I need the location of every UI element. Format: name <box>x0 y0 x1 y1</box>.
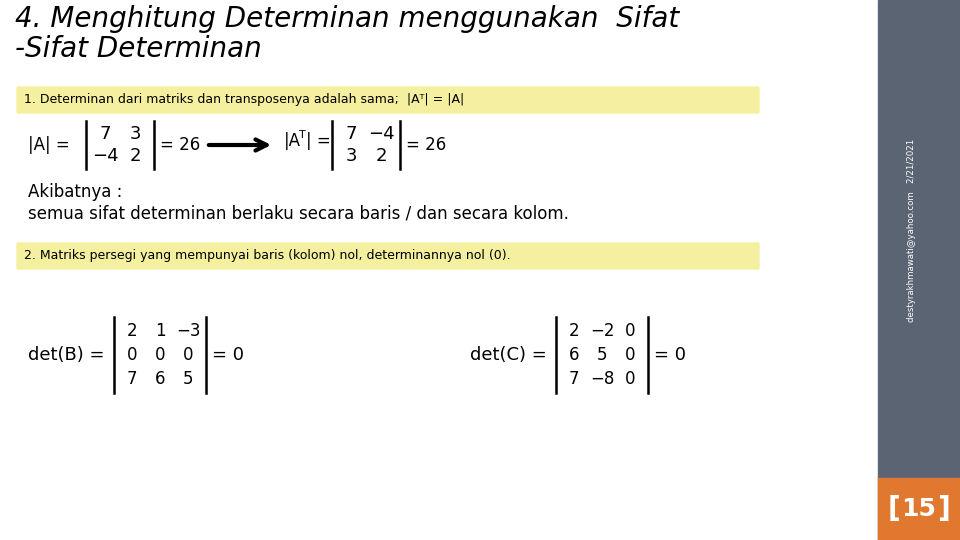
Bar <box>878 478 960 540</box>
Text: det(B) =: det(B) = <box>28 346 105 364</box>
Text: −2: −2 <box>589 322 614 340</box>
Text: 7: 7 <box>346 125 357 143</box>
Text: T: T <box>299 130 305 140</box>
Text: semua sifat determinan berlaku secara baris / dan secara kolom.: semua sifat determinan berlaku secara ba… <box>28 205 569 223</box>
Text: 0: 0 <box>625 346 636 364</box>
FancyBboxPatch shape <box>17 87 759 113</box>
Text: |A| =: |A| = <box>28 136 70 154</box>
Text: 2: 2 <box>568 322 579 340</box>
Text: −4: −4 <box>92 147 118 165</box>
Text: 3: 3 <box>346 147 357 165</box>
Text: 5: 5 <box>182 370 193 388</box>
Text: 0: 0 <box>127 346 137 364</box>
Text: Akibatnya :: Akibatnya : <box>28 183 122 201</box>
Text: 6: 6 <box>155 370 165 388</box>
Text: 7: 7 <box>127 370 137 388</box>
Text: 3: 3 <box>130 125 141 143</box>
Text: −3: −3 <box>176 322 201 340</box>
Text: det(C) =: det(C) = <box>470 346 547 364</box>
Text: = 26: = 26 <box>160 136 201 154</box>
Text: [: [ <box>888 495 900 523</box>
Text: 2. Matriks persegi yang mempunyai baris (kolom) nol, determinannya nol (0).: 2. Matriks persegi yang mempunyai baris … <box>24 249 511 262</box>
Text: 4. Menghitung Determinan menggunakan  Sifat: 4. Menghitung Determinan menggunakan Sif… <box>15 5 680 33</box>
Text: −4: −4 <box>368 125 395 143</box>
Bar <box>878 0 960 540</box>
Text: 0: 0 <box>155 346 165 364</box>
Text: 5: 5 <box>597 346 608 364</box>
Text: 2: 2 <box>375 147 387 165</box>
Text: 1. Determinan dari matriks dan transposenya adalah sama;  |Aᵀ| = |A|: 1. Determinan dari matriks dan transpose… <box>24 93 465 106</box>
Text: −8: −8 <box>589 370 614 388</box>
Text: 2: 2 <box>127 322 137 340</box>
Text: ]: ] <box>937 495 950 523</box>
Text: 7: 7 <box>568 370 579 388</box>
Text: = 0: = 0 <box>654 346 686 364</box>
Text: | =: | = <box>306 132 331 150</box>
Text: 7: 7 <box>99 125 110 143</box>
Text: 0: 0 <box>625 322 636 340</box>
Text: 6: 6 <box>568 346 579 364</box>
Text: 0: 0 <box>182 346 193 364</box>
Text: 1: 1 <box>155 322 165 340</box>
Text: |A: |A <box>284 132 301 150</box>
Text: destyrakhmawati@yahoo.com   2/21/2021: destyrakhmawati@yahoo.com 2/21/2021 <box>907 138 917 322</box>
Text: -Sifat Determinan: -Sifat Determinan <box>15 35 262 63</box>
Text: 2: 2 <box>130 147 141 165</box>
Text: = 0: = 0 <box>212 346 244 364</box>
Text: 15: 15 <box>901 497 936 521</box>
FancyBboxPatch shape <box>17 243 759 269</box>
Text: 0: 0 <box>625 370 636 388</box>
Text: = 26: = 26 <box>406 136 446 154</box>
